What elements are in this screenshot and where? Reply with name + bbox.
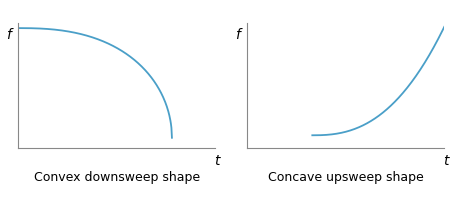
Text: Concave upsweep shape: Concave upsweep shape	[268, 170, 424, 183]
Text: f: f	[234, 28, 240, 42]
Text: Convex downsweep shape: Convex downsweep shape	[34, 170, 200, 183]
Text: f: f	[5, 28, 11, 42]
Text: t: t	[214, 153, 219, 167]
Text: t: t	[443, 153, 448, 167]
